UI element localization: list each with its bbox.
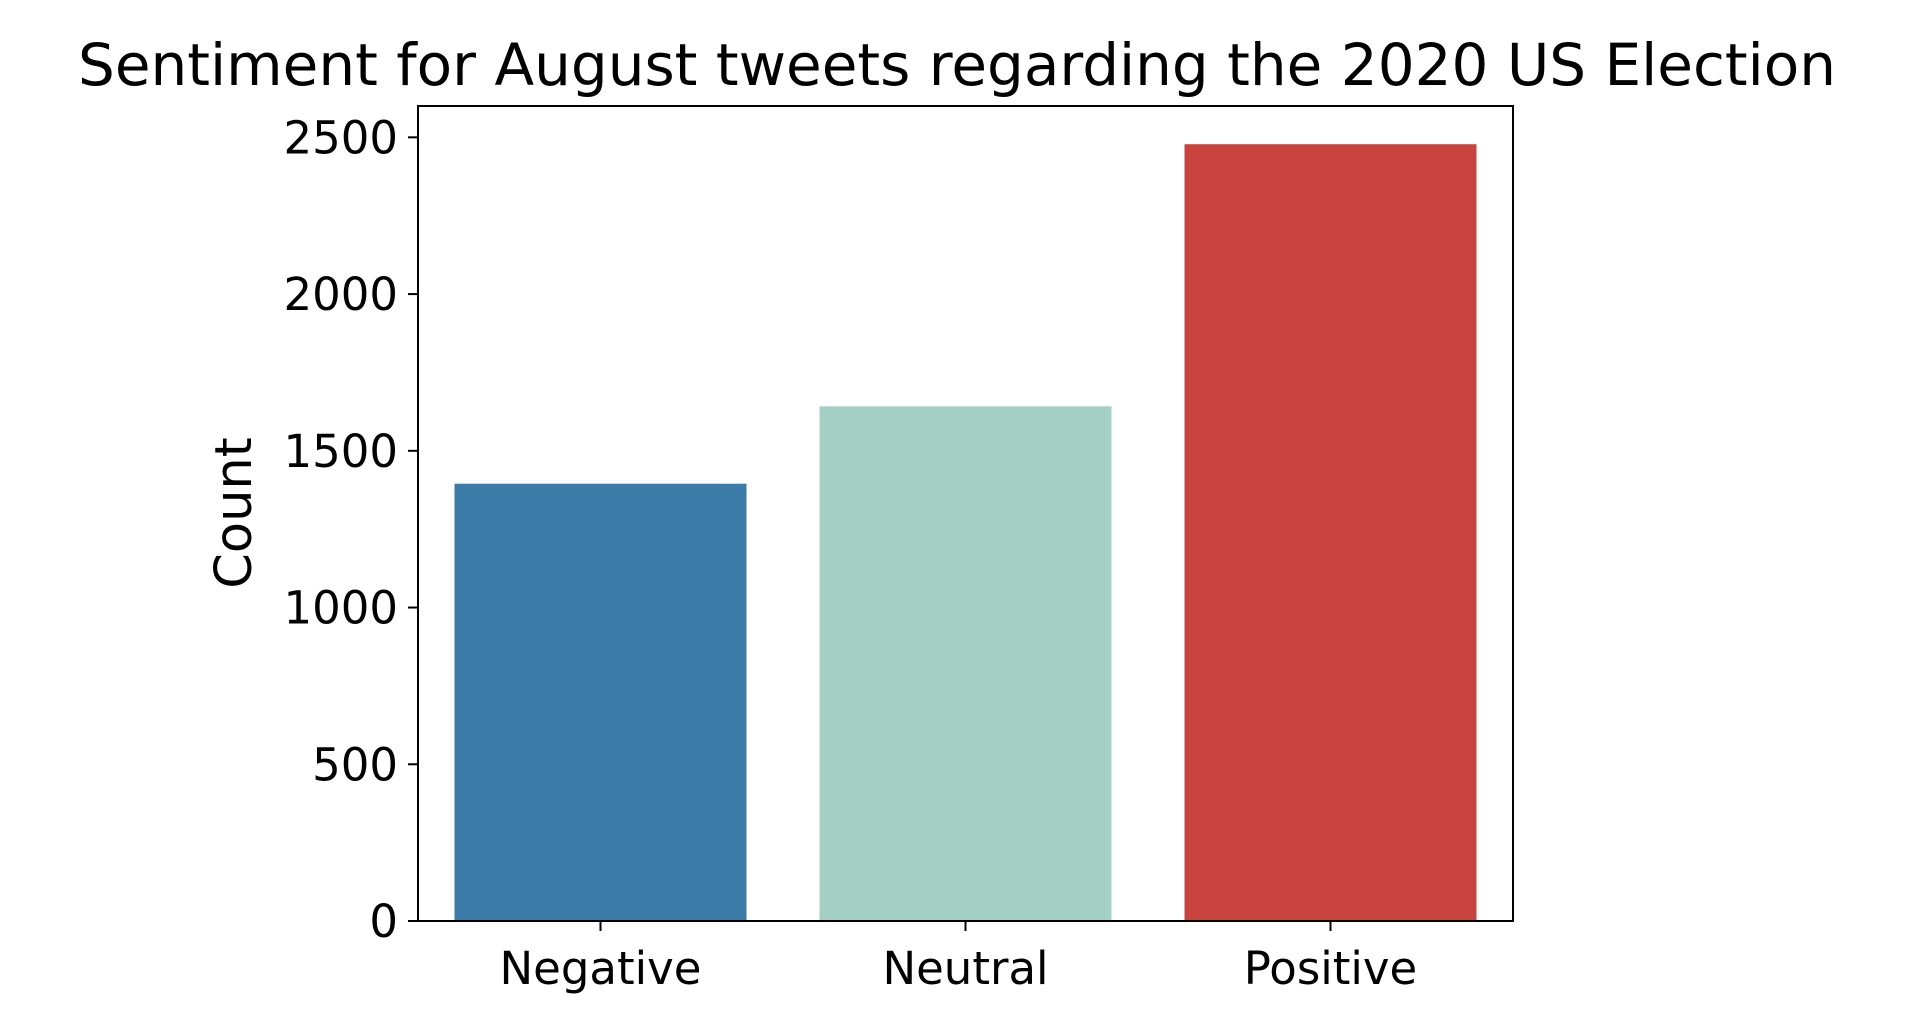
x-tick-label-negative: Negative: [500, 942, 702, 995]
y-axis-label: Count: [205, 437, 264, 588]
y-tick-label: 1500: [283, 425, 398, 478]
y-tick-label: 2500: [283, 111, 398, 164]
y-tick-label: 2000: [283, 268, 398, 321]
bar-neutral: [819, 406, 1112, 921]
bar-positive: [1184, 144, 1477, 921]
x-tick-label-neutral: Neutral: [882, 942, 1048, 995]
plot-area: 0 500 1000 1500 2000 2500 Negative Neutral Posi…: [283, 105, 1514, 995]
y-tick-label: 1000: [283, 582, 398, 635]
chart-title: Sentiment for August tweets regarding th…: [78, 31, 1836, 99]
y-axis: 0 500 1000 1500 2000 2500: [283, 111, 418, 948]
bar-negative: [454, 483, 747, 921]
x-axis: Negative Neutral Positive: [500, 921, 1417, 995]
x-tick-label-positive: Positive: [1244, 942, 1417, 995]
bars-layer: [454, 144, 1477, 921]
y-tick-label: 0: [369, 895, 398, 948]
y-tick-label: 500: [312, 738, 398, 791]
